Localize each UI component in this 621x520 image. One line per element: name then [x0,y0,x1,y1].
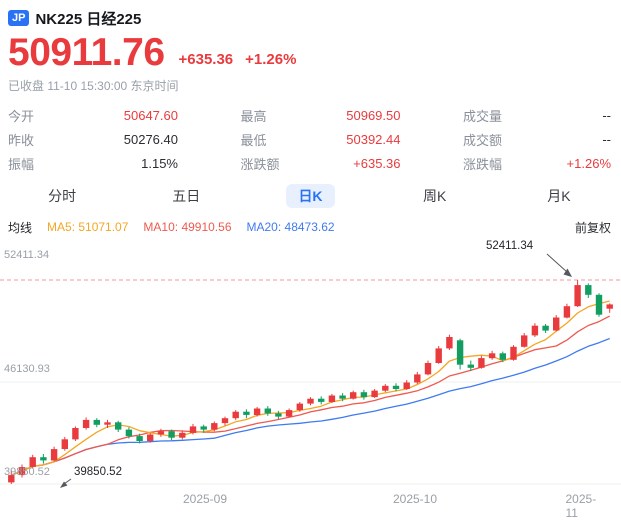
tab-5day-label: 五日 [172,188,201,204]
ma10-legend: MA10: 49910.56 [143,220,232,234]
tab-minute-label: 分时 [48,188,77,204]
price-change: +635.36 [178,51,234,68]
y-axis-label-high: 52411.34 [4,249,50,261]
stat-change-percent-label: 涨跌幅 [463,157,503,172]
low-price-annotation: 39850.52 [74,466,122,478]
stat-volume-label: 成交量 [463,109,503,124]
tab-weekly-k[interactable]: 周K [373,186,497,206]
stat-low-value: 50392.44 [346,132,401,147]
ma5-legend: MA5: 51071.07 [47,220,129,234]
x-axis-label-sep: 2025-09 [182,492,228,506]
symbol-title: NK225 日经225 [35,10,142,28]
price-row: 50911.76 +635.36 +1.26% [8,30,613,74]
stat-amplitude-label: 振幅 [8,157,35,172]
tab-daily-k[interactable]: 日K [248,184,372,208]
tab-monthly-k-label: 月K [547,188,571,204]
stat-volume-value: -- [602,108,611,123]
candlestick-chart-area: 52411.34 46130.93 39850.52 52411.34 3985… [0,237,621,520]
stat-prev-close: 昨收 50276.40 [8,131,178,148]
period-tabs: 分时 五日 日K 周K 月K [0,182,621,210]
stat-turnover-label: 成交额 [463,133,503,148]
stat-low-label: 最低 [240,133,267,148]
stat-high-value: 50969.50 [346,108,401,123]
price-change-group: +635.36 +1.26% [179,51,297,74]
tab-monthly-k[interactable]: 月K [497,186,621,206]
stats-column-1: 今开 50647.60 昨收 50276.40 振幅 1.15% [8,107,178,172]
stat-open: 今开 50647.60 [8,107,178,124]
market-status: 已收盘 11-10 15:30:00 东京时间 [8,79,179,93]
stat-amplitude: 振幅 1.15% [8,155,178,172]
title-row: JP NK225 日经225 [8,8,613,28]
price-change-percent: +1.26% [245,51,297,68]
y-axis-label-mid: 46130.93 [4,363,50,375]
stat-open-label: 今开 [8,109,35,124]
y-axis-label-low: 39850.52 [4,466,50,478]
high-price-annotation: 52411.34 [486,240,534,252]
stat-change-amount: 涨跌额 +635.36 [241,155,401,172]
quote-stats: 今开 50647.60 昨收 50276.40 振幅 1.15% 最高 5096… [0,94,621,172]
tab-daily-k-label: 日K [286,184,335,208]
candlestick-chart[interactable] [0,237,621,489]
stat-high: 最高 50969.50 [241,107,401,124]
adjust-mode-button[interactable]: 前复权 [574,220,611,235]
tab-weekly-k-label: 周K [423,188,447,204]
stat-high-label: 最高 [240,109,267,124]
stat-turnover-value: -- [602,132,611,147]
current-price: 50911.76 [8,31,165,74]
ma-legend-title: 均线 [8,220,33,235]
stat-open-value: 50647.60 [123,108,178,123]
stat-change-percent-value: +1.26% [566,156,611,171]
stat-prev-close-value: 50276.40 [123,132,178,147]
quote-header: JP NK225 日经225 50911.76 +635.36 +1.26% 已… [0,0,621,94]
stat-volume: 成交量 -- [463,107,611,124]
x-axis-label-oct: 2025-10 [392,492,438,506]
stat-change-amount-label: 涨跌额 [240,157,280,172]
stats-column-2: 最高 50969.50 最低 50392.44 涨跌额 +635.36 [241,107,401,172]
stat-low: 最低 50392.44 [241,131,401,148]
tab-minute[interactable]: 分时 [0,186,124,206]
stat-change-percent: 涨跌幅 +1.26% [463,155,611,172]
stat-prev-close-label: 昨收 [8,133,35,148]
stats-column-3: 成交量 -- 成交额 -- 涨跌幅 +1.26% [463,107,611,172]
tab-5day[interactable]: 五日 [124,186,248,206]
jp-flag-badge: JP [8,10,30,26]
stat-turnover: 成交额 -- [463,131,611,148]
x-axis-label-nov: 2025-11 [565,492,597,520]
ma-legend: 均线 MA5: 51071.07 MA10: 49910.56 MA20: 48… [0,210,621,235]
ma20-legend: MA20: 48473.62 [246,220,335,234]
stat-change-amount-value: +635.36 [353,156,401,171]
stat-amplitude-value: 1.15% [141,156,178,171]
